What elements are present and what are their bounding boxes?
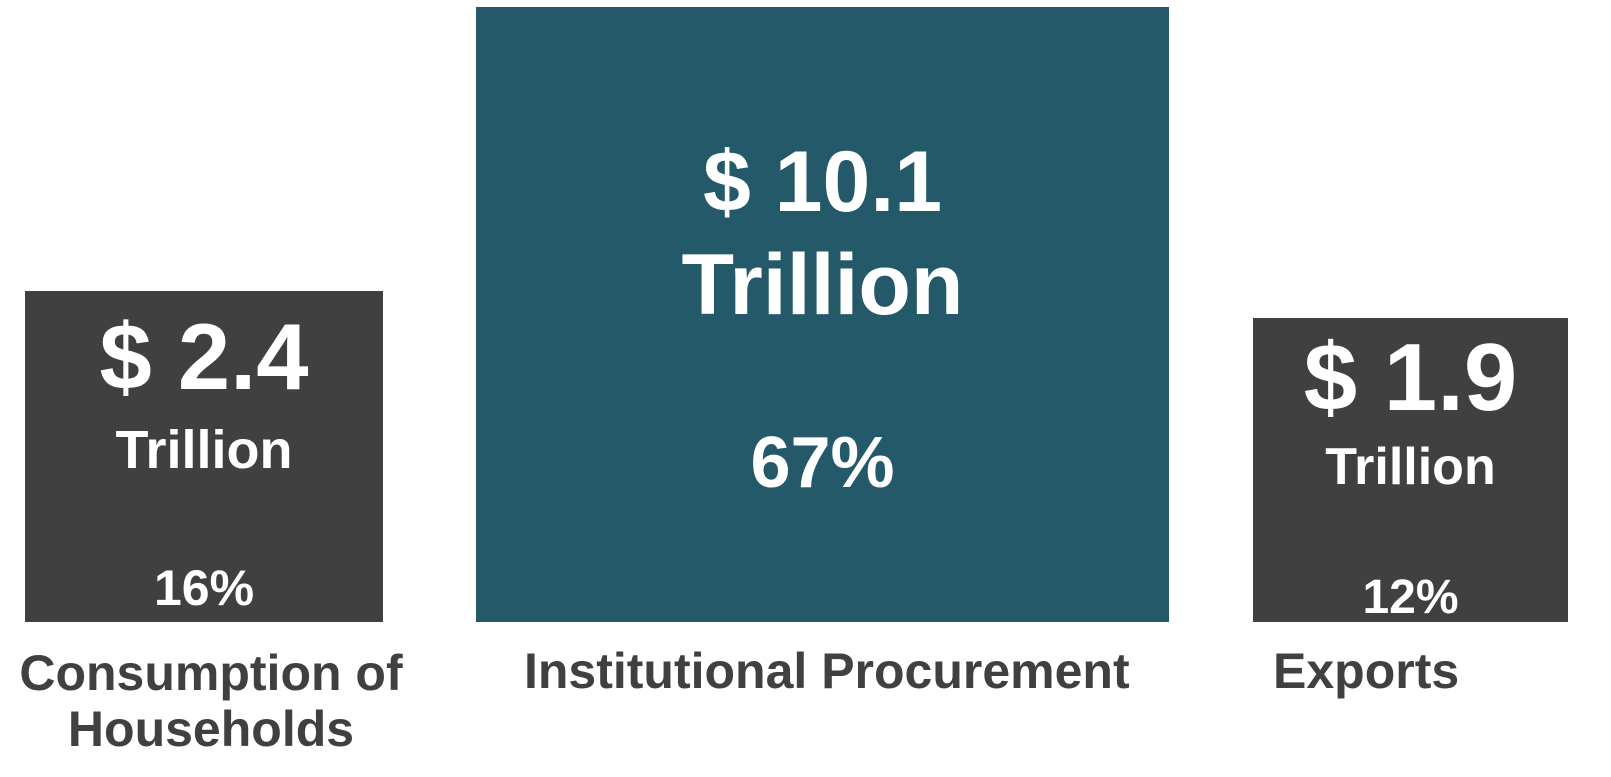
unit: Trillion [1325,438,1496,496]
unit: Trillion [681,237,964,333]
item-box: $ 10.1 Trillion 67% [476,7,1169,622]
item-box: $ 2.4 Trillion 16% [25,291,383,622]
item-label: Consumption of Households [19,645,403,757]
share: 16% [153,560,255,616]
share: 67% [750,423,895,503]
item-label: Exports [1273,643,1460,699]
amount: $ 2.4 [99,304,309,409]
item-label: Institutional Procurement [524,643,1130,699]
amount: $ 10.1 [702,134,943,230]
amount: $ 1.9 [1303,324,1518,431]
item-box: $ 1.9 Trillion 12% [1253,318,1568,624]
unit: Trillion [115,420,293,480]
share: 12% [1362,571,1459,624]
